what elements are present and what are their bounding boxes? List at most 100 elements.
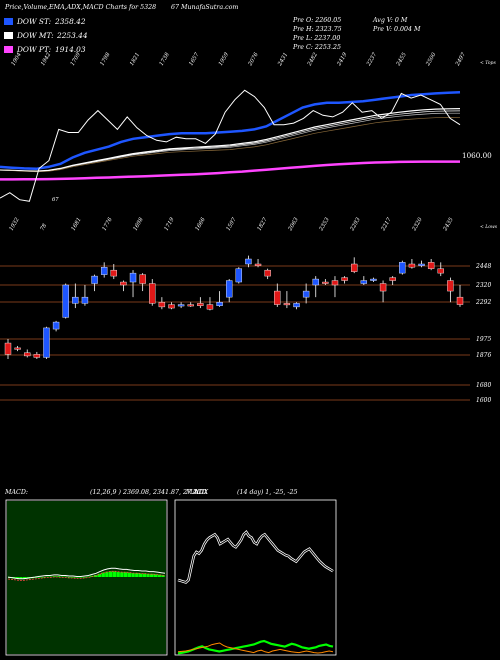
candle-body [427, 262, 435, 269]
stat-avg-vol: Avg V: 0 M [373, 17, 408, 24]
macd-hist-bar [79, 577, 83, 578]
level-label: 2292 [475, 299, 491, 306]
macd-hist-label: MACD [186, 489, 207, 496]
candle-body [197, 303, 204, 306]
candle-body [418, 263, 425, 266]
candle-body [4, 342, 12, 355]
macd-hist-bar [37, 577, 42, 578]
macd-hist-bar [157, 574, 161, 577]
macd-hist-bar [15, 577, 19, 579]
candle-body [302, 290, 310, 298]
candle-body [379, 283, 387, 292]
macd-hist-bar [105, 571, 109, 577]
legend-mt-value: 2253.44 [57, 31, 88, 40]
stat-prev-close: Pre C: 2253.25 [293, 44, 341, 51]
stat-prev-open: Pre O: 2260.05 [293, 17, 342, 24]
legend-st-label: DOW ST: [17, 17, 52, 26]
ema-line-dow-st [0, 90, 461, 171]
macd-hist-bar [138, 573, 143, 577]
candle-body [158, 302, 166, 308]
level-label: 2320 [475, 282, 491, 289]
candle-body [168, 304, 175, 309]
candle-body [120, 281, 127, 286]
level-label: 1600 [476, 397, 491, 404]
candle-body [322, 281, 329, 284]
candle-body [24, 352, 31, 357]
candle-body [408, 263, 416, 268]
candle-body [177, 304, 185, 307]
macd-hist-bar [19, 577, 23, 579]
legend-mt-label: DOW MT: [17, 31, 54, 40]
candle-body [100, 266, 108, 275]
candle-body [312, 278, 319, 286]
adx-params: (14 day) 1, -25, -25 [237, 489, 298, 496]
macd-hist-bar [67, 577, 72, 578]
stat-prev-vol: Pre V: 0.004 M [373, 26, 421, 33]
legend-pt-label: DOW PT: [17, 45, 52, 54]
candle-body [206, 304, 214, 310]
candle-body [72, 296, 79, 304]
candle-body [225, 280, 233, 298]
macd-hist-bar [150, 573, 154, 577]
candle-body [129, 272, 137, 283]
macd-hist-bar [71, 577, 75, 578]
adx-line-inner [177, 531, 334, 583]
candle-body [81, 296, 89, 304]
macd-hist-bar [112, 571, 117, 577]
candle-low-tag: < Lows [480, 225, 498, 230]
candle-body [139, 274, 146, 284]
macd-hist-bar [108, 571, 113, 577]
ema-line-dow-pt [0, 160, 460, 181]
price-line [0, 89, 461, 202]
candle-body [274, 290, 281, 305]
macd-hist-bar [142, 573, 147, 577]
macd-hist-bar [146, 573, 150, 577]
level-label: 1876 [476, 352, 491, 359]
candle-body [91, 275, 98, 284]
legend-swatch-mt [4, 32, 13, 39]
candle-body [149, 283, 156, 304]
ema-top-tag: < Tops [480, 61, 496, 66]
macd-hist-bar [116, 571, 120, 577]
macd-signal-line [7, 570, 166, 581]
stat-prev-low: Pre L: 2237.00 [293, 35, 341, 42]
candle-body [283, 303, 291, 306]
candle-body [235, 268, 243, 283]
chart-title: Price,Volume,EMA,ADX,MACD Charts for 532… [5, 4, 157, 11]
macd-hist-bar [60, 576, 64, 578]
macd-line [7, 567, 166, 580]
legend-swatch-st [4, 18, 13, 25]
macd-hist-bar [49, 576, 53, 578]
di-minus-line [177, 642, 334, 654]
candle-body [110, 269, 117, 277]
candle-body [187, 304, 194, 307]
macd-hist-bar [120, 572, 124, 577]
candle-body [245, 258, 252, 265]
candle-body [33, 354, 41, 358]
adx-panel-border [174, 499, 337, 656]
candle-body [331, 280, 339, 286]
candle-body [264, 269, 271, 277]
candle-body [43, 327, 50, 358]
macd-hist-bar [45, 576, 49, 578]
ema-line-dow-mt [0, 108, 461, 172]
ema-bottom-label: 67 [52, 197, 59, 203]
ema-aux-line [0, 117, 461, 173]
macd-hist-bar [86, 576, 90, 578]
legend-swatch-pt [4, 46, 13, 53]
candle-body [399, 262, 406, 274]
candle-body [62, 284, 69, 318]
macd-hist-bar [101, 572, 105, 577]
candle-body [456, 296, 464, 305]
macd-hist-bar [161, 575, 165, 577]
candle-body [370, 278, 377, 281]
candle-body [14, 347, 21, 350]
candle-body [254, 263, 262, 266]
candle-top-label: 78 [40, 223, 49, 232]
legend-st-value: 2358.42 [55, 17, 86, 26]
macd-params: (12,26,9 ) 2369.08, 2341.87, 27.20 [90, 489, 202, 496]
candle-body [216, 302, 223, 306]
ema-aux-line [0, 110, 461, 172]
